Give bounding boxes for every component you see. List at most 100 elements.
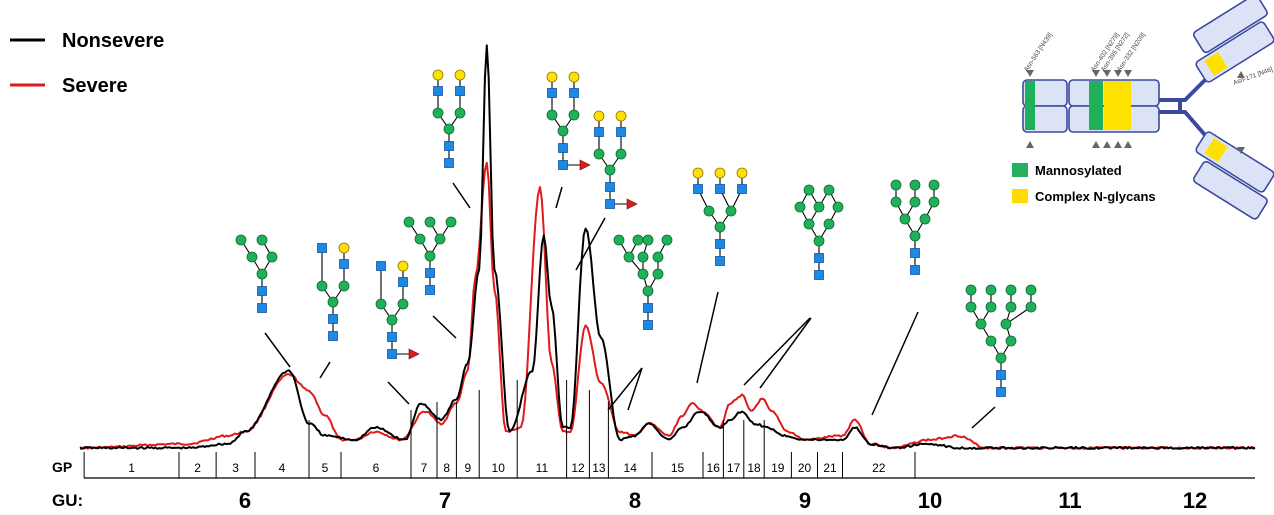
gp-label: 22: [872, 461, 886, 475]
glcnac-icon: [569, 88, 579, 98]
gp-label: 16: [707, 461, 721, 475]
glcnac-icon: [558, 160, 568, 170]
gp-label: 1: [128, 461, 135, 475]
glycosite-marker: [1092, 70, 1100, 77]
gu-tick-label: 8: [629, 488, 641, 513]
mannose-icon: [338, 280, 350, 292]
x-axis-rows: GP GU: 1 2 3 4 5 6 7 8 9 10 11 12 13 14 15 16 17 18 19 20 21…: [52, 380, 1255, 513]
glcnac-icon: [558, 143, 568, 153]
mannose-icon: [1005, 335, 1017, 347]
glycosite-marker: [1103, 70, 1111, 77]
glcnac-icon: [387, 349, 397, 359]
mannose-icon: [928, 196, 940, 208]
trace-nonsevere: [79, 44, 1256, 450]
galactose-icon: [593, 110, 605, 122]
glcnac-icon: [605, 182, 615, 192]
mannose-icon: [235, 234, 247, 246]
glycan-structure: [432, 69, 466, 168]
mannose-icon: [246, 251, 258, 263]
galactose-icon: [338, 242, 350, 254]
glycan-leader-line: [743, 317, 811, 386]
mannose-icon: [1025, 284, 1037, 296]
glycosite-label: Asn-563 [N439]: [1023, 32, 1054, 74]
gp-label: 19: [771, 461, 785, 475]
glcnac-icon: [398, 277, 408, 287]
mannose-icon: [890, 196, 902, 208]
mannose-icon: [995, 352, 1007, 364]
glycan-structure: [235, 234, 278, 313]
glcnac-icon: [814, 253, 824, 263]
antibody-schematic-inset: Asn-563 [N439] Asn-402 [N279]Asn-395 [N27…: [1012, 0, 1274, 220]
glcnac-icon: [693, 184, 703, 194]
glycan-leader-line: [696, 291, 719, 384]
mannose-icon: [593, 148, 605, 160]
mannose-icon: [615, 148, 627, 160]
mannose-icon: [803, 218, 815, 230]
mannose-icon: [445, 216, 457, 228]
glycan-leader-line: [264, 332, 291, 368]
glycosite-marker: [1237, 71, 1245, 78]
mannose-icon: [424, 250, 436, 262]
glcnac-icon: [444, 158, 454, 168]
glcnac-icon: [376, 261, 386, 271]
gp-label: 6: [373, 461, 380, 475]
glycosite-marker: [1114, 141, 1122, 148]
glcnac-icon: [425, 268, 435, 278]
mannose-icon: [890, 179, 902, 191]
mannose-icon: [613, 234, 625, 246]
glcnac-icon: [317, 243, 327, 253]
mannose-icon: [642, 285, 654, 297]
mannose-icon: [637, 268, 649, 280]
glcnac-icon: [594, 127, 604, 137]
glycosite-marker: [1026, 70, 1034, 77]
gp-label: 14: [624, 461, 638, 475]
glcnac-icon: [715, 184, 725, 194]
complex-glycan-site: [1204, 52, 1228, 76]
glcnac-icon: [910, 248, 920, 258]
inset-legend-label: Mannosylated: [1035, 163, 1122, 178]
glycosite-marker: [1114, 70, 1122, 77]
glycan-structures: [235, 69, 1037, 429]
galactose-icon: [736, 167, 748, 179]
complex-glycan-site: [1204, 138, 1228, 162]
gp-label: 20: [798, 461, 812, 475]
mannose-icon: [832, 201, 844, 213]
glycan-leader-line: [607, 367, 643, 411]
trace-severe: [79, 161, 1256, 450]
mannose-icon: [637, 251, 649, 263]
glcnac-icon: [433, 86, 443, 96]
glycan-structure: [316, 242, 350, 341]
mannose-icon: [375, 298, 387, 310]
mannose-icon: [813, 201, 825, 213]
fucose-icon: [626, 198, 638, 210]
glcnac-icon: [425, 285, 435, 295]
mannose-icon: [604, 164, 616, 176]
mannose-icon: [432, 107, 444, 119]
mannose-icon: [414, 233, 426, 245]
glcnac-icon: [910, 265, 920, 275]
gp-label: 17: [727, 461, 741, 475]
galactose-icon: [615, 110, 627, 122]
mannose-icon: [985, 284, 997, 296]
glycan-leader-line: [452, 182, 471, 209]
glcnac-icon: [715, 256, 725, 266]
gu-tick-label: 6: [239, 488, 251, 513]
glycan-leader-line: [627, 367, 643, 411]
gp-label: 4: [279, 461, 286, 475]
mannose-icon: [568, 109, 580, 121]
glycosite-marker: [1026, 141, 1034, 148]
mannose-icon: [1005, 284, 1017, 296]
mannose-icon: [1000, 318, 1012, 330]
mannose-icon: [403, 216, 415, 228]
glycosite-marker: [1124, 141, 1132, 148]
mannose-icon: [632, 234, 644, 246]
mannose-icon: [434, 233, 446, 245]
glycan-structure: [965, 284, 1037, 397]
gu-tick-label: 9: [799, 488, 811, 513]
inset-legend-swatch: [1012, 189, 1028, 203]
mannose-icon: [909, 196, 921, 208]
gp-label: 7: [421, 461, 428, 475]
glycosite-marker: [1124, 70, 1132, 77]
glycosite-marker: [1237, 147, 1245, 154]
